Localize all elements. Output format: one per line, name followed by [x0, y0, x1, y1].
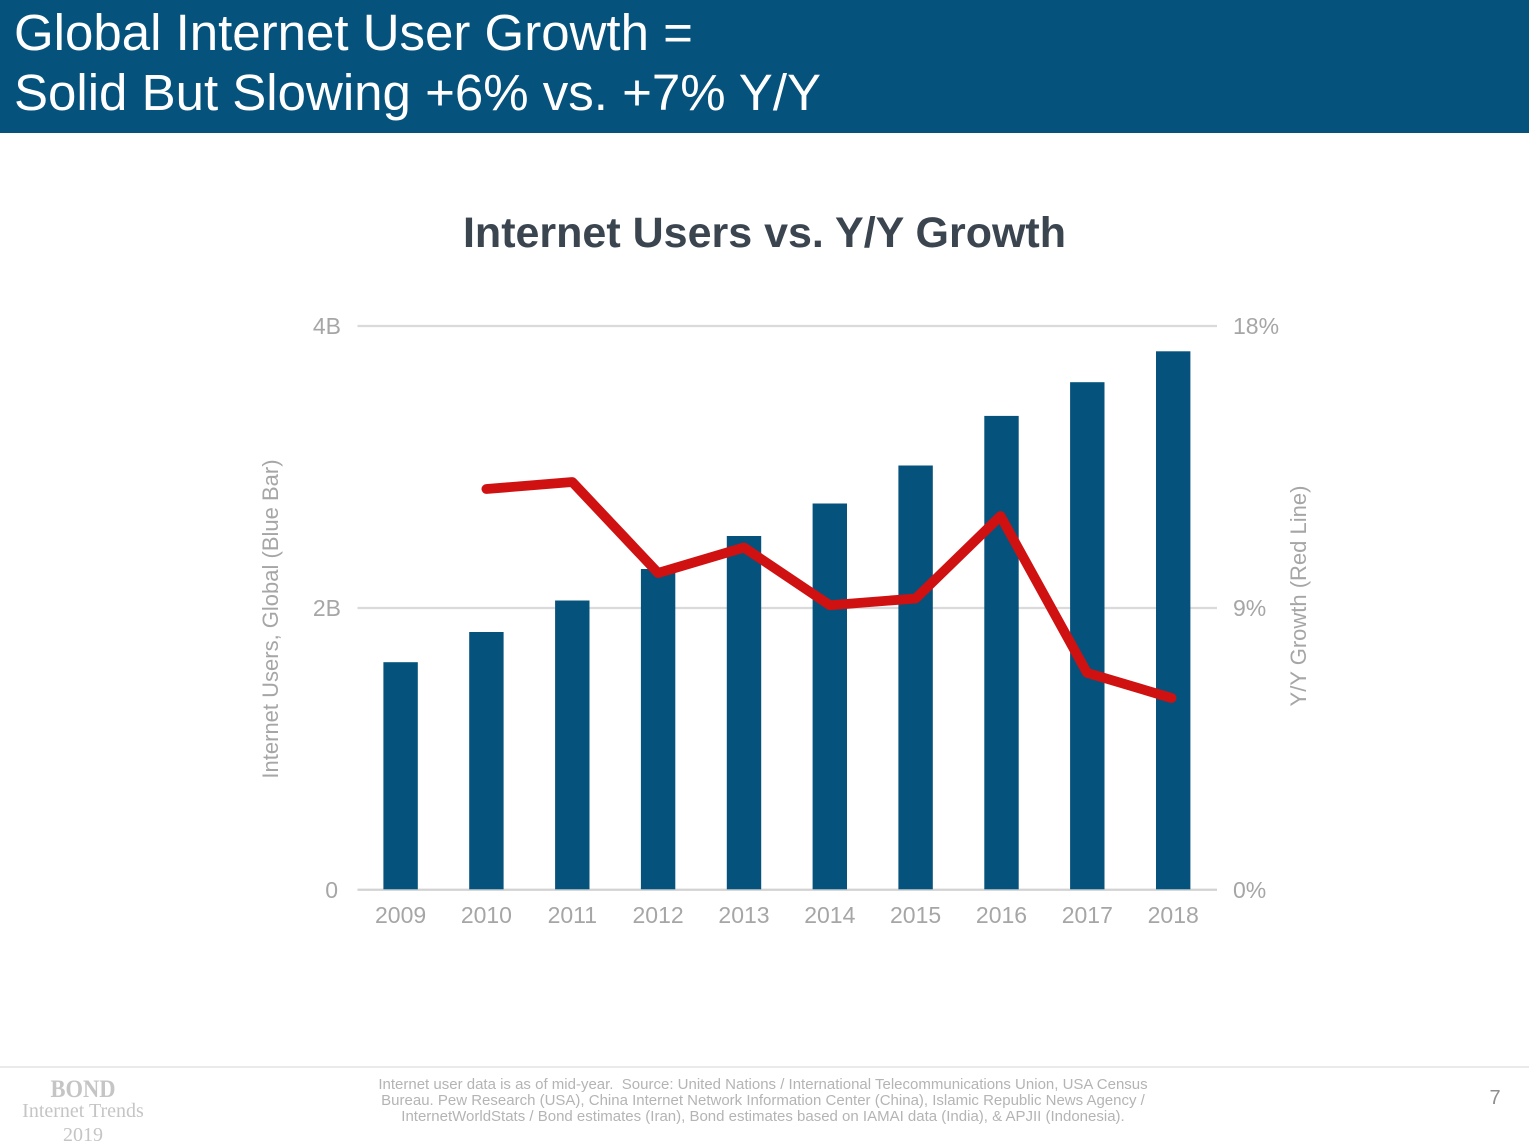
svg-text:2018: 2018 — [1148, 902, 1199, 928]
svg-text:2011: 2011 — [548, 902, 597, 928]
svg-text:Y/Y Growth (Red Line): Y/Y Growth (Red Line) — [1286, 486, 1311, 707]
svg-text:Internet Users, Global (Blue B: Internet Users, Global (Blue Bar) — [258, 459, 283, 778]
svg-text:9%: 9% — [1233, 595, 1266, 621]
svg-text:2017: 2017 — [1062, 902, 1113, 928]
svg-text:2013: 2013 — [718, 902, 769, 928]
svg-text:2012: 2012 — [633, 902, 684, 928]
svg-text:2015: 2015 — [890, 902, 941, 928]
svg-text:4B: 4B — [313, 313, 341, 339]
svg-text:2014: 2014 — [804, 902, 855, 928]
svg-text:0: 0 — [325, 877, 338, 903]
svg-text:18%: 18% — [1233, 313, 1279, 339]
svg-text:0%: 0% — [1233, 877, 1266, 903]
svg-text:2B: 2B — [313, 595, 341, 621]
svg-text:2009: 2009 — [375, 902, 426, 928]
svg-text:2010: 2010 — [461, 902, 512, 928]
svg-text:2016: 2016 — [976, 902, 1027, 928]
